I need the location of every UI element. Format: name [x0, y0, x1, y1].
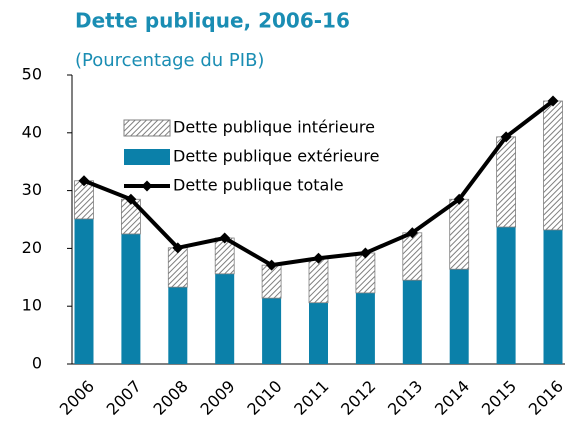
bar-hatched — [449, 198, 470, 270]
line-marker — [359, 247, 371, 259]
x-tick-label: 2015 — [478, 377, 520, 419]
x-tick-label: 2012 — [337, 377, 379, 419]
bar-hatched — [355, 252, 376, 294]
x-tick-label: 2011 — [290, 377, 332, 419]
x-tick-label: 2013 — [384, 377, 426, 419]
bar — [262, 298, 282, 364]
bar — [355, 292, 375, 364]
bar — [402, 280, 422, 364]
line-marker — [313, 252, 324, 264]
x-tick-label: 2010 — [243, 377, 285, 419]
line-marker — [406, 227, 418, 239]
legend-label: Dette publique intérieure — [173, 118, 375, 137]
y-tick-label: 10 — [22, 296, 42, 315]
bar — [215, 273, 235, 364]
legend-label: Dette publique extérieure — [173, 147, 379, 166]
line-marker — [547, 95, 559, 107]
line-marker — [266, 259, 278, 271]
bar — [309, 302, 328, 364]
bar-hatched — [308, 257, 329, 304]
line-marker — [125, 193, 137, 205]
x-tick-label: 2014 — [431, 377, 473, 419]
y-tick-label: 30 — [22, 180, 42, 199]
legend-swatch — [124, 149, 170, 165]
x-tick-label: 2006 — [56, 377, 98, 419]
bar — [543, 229, 563, 364]
bar — [496, 227, 516, 364]
bar-hatched — [496, 136, 517, 228]
line-marker — [78, 175, 90, 187]
bar-hatched — [167, 247, 188, 288]
bar-hatched — [543, 100, 563, 231]
line-marker — [219, 232, 231, 244]
x-tick-label: 2009 — [196, 377, 238, 419]
bar-hatched — [402, 232, 423, 281]
x-tick-label: 2016 — [525, 377, 565, 419]
y-tick-label: 0 — [32, 354, 42, 373]
legend-marker — [141, 180, 153, 192]
bar — [168, 287, 188, 364]
bar — [449, 269, 469, 364]
bar — [74, 218, 94, 364]
legend-label: Dette publique totale — [173, 176, 344, 195]
chart-subtitle: (Pourcentage du PIB) — [75, 50, 264, 71]
chart-title: Dette publique, 2006-16 — [75, 9, 350, 33]
line-marker — [453, 193, 465, 205]
x-tick-label: 2007 — [103, 377, 145, 419]
legend-swatch — [123, 119, 171, 137]
x-tick-label: 2008 — [150, 377, 192, 419]
line-marker — [500, 131, 512, 143]
line-marker — [172, 242, 184, 254]
bar — [121, 233, 141, 364]
bar-hatched — [74, 180, 94, 220]
y-tick-label: 40 — [22, 122, 42, 141]
y-tick-label: 50 — [22, 65, 42, 84]
y-tick-label: 20 — [22, 238, 42, 257]
